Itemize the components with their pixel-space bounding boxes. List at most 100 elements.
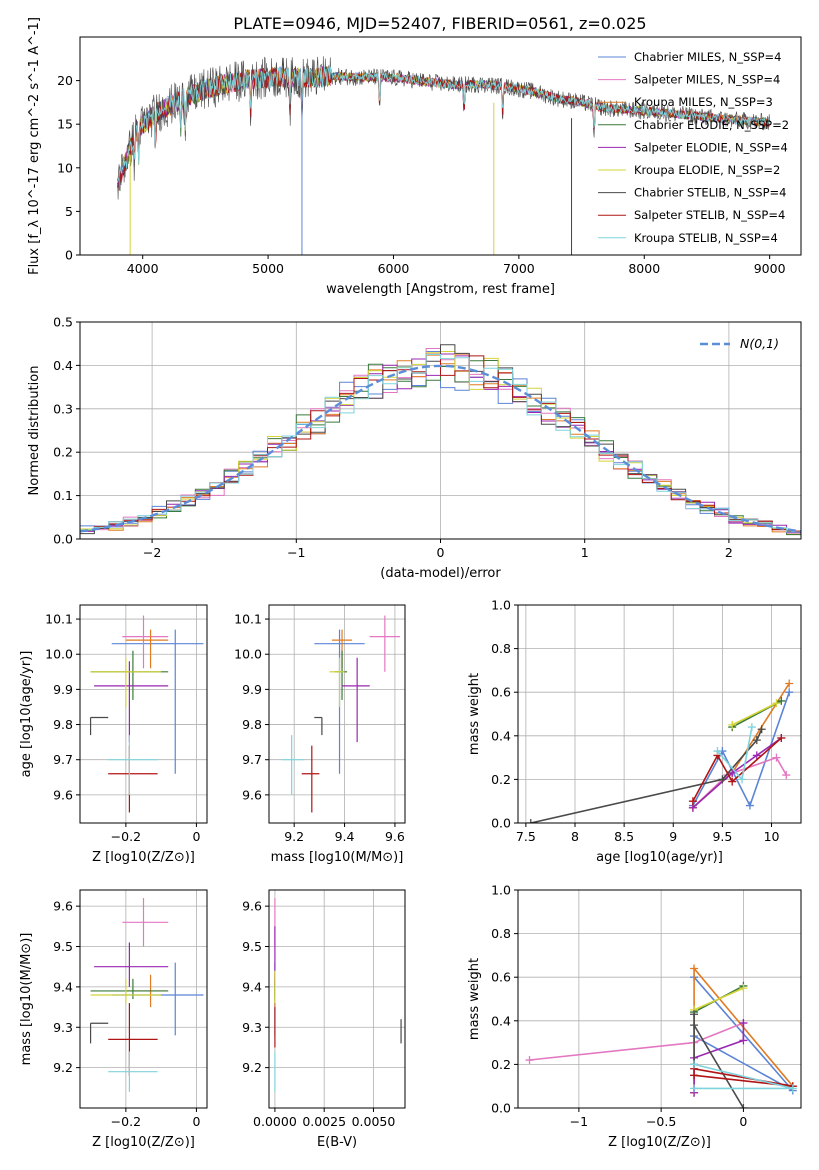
mass-weight-marker-chabrier-stelib [739,1104,748,1108]
x-tick-label: 0 [192,829,200,844]
y-tick-label: 0.8 [491,641,511,656]
y-tick-label: 10.0 [45,647,73,662]
x-tick-label: 9000 [754,261,786,276]
axes-frame [79,604,208,824]
x-axis-label: mass [log10(M/M⊙)] [271,850,404,865]
y-tick-label: 9.3 [242,1020,262,1035]
y-tick-label: 9.7 [242,752,262,767]
x-tick-label: 7000 [503,261,535,276]
x-tick-label: 2 [725,545,733,560]
y-axis-label: age [log10(age/yr)] [19,651,34,778]
y-tick-label: 9.6 [53,787,73,802]
mass-weight-marker-chabrier-elodie [777,696,786,705]
mass-weight-line-salpeter-stelib [692,737,782,802]
axes-frame [517,604,802,824]
grid [518,604,801,824]
y-tick-label: 9.6 [242,899,262,914]
x-tick-label: −2 [143,545,161,560]
x-tick-label: 1 [581,545,589,560]
mass-weight-marker-kroupa-elodie [772,699,781,708]
y-tick-label: 9.8 [53,717,73,732]
legend-label-chabrier-miles: Chabrier MILES, N_SSP=4 [634,50,781,64]
x-tick-label: 8.5 [614,829,634,844]
plot-area [80,344,801,536]
x-axis-label: (data-model)/error [380,566,501,581]
axes-frame [79,36,802,256]
plot-area [117,56,770,255]
axes-frame [268,604,406,824]
mass-weight-marker-kroupa-stelib [747,723,756,732]
x-tick-label: 8000 [628,261,660,276]
y-tick-label: 9.6 [53,899,73,914]
mass-weight-marker-salpeter-miles [782,771,791,780]
mass-weight-marker-kroupa-stelib [788,1084,797,1093]
y-tick-label: 0.2 [53,445,73,460]
y-tick-label: 0.2 [491,1057,511,1072]
y-tick-label: 9.6 [242,787,262,802]
mass-weight-line-salpeter-miles [692,756,787,809]
mass-weight-line-kroupa-elodie [731,702,777,726]
y-axis-label: Normed distribution [27,366,42,496]
legend-label-kroupa-elodie: Kroupa ELODIE, N_SSP=2 [634,163,780,177]
mass-weight-line-chabrier-stelib [530,728,763,823]
legend-label-salpeter-miles: Salpeter MILES, N_SSP=4 [634,73,780,87]
y-tick-label: 0.6 [491,970,511,985]
x-axis-label: E(B-V) [317,1135,357,1150]
y-tick-label: 10.1 [234,612,262,627]
mass-weight-marker-kroupa-stelib [713,747,722,756]
y-tick-label: 0.6 [491,685,511,700]
legend-label-salpeter-stelib: Salpeter STELIB, N_SSP=4 [634,208,785,222]
x-tick-label: −1 [570,1114,588,1129]
x-tick-label: 9.4 [335,829,355,844]
mass-weight-marker-chabrier-stelib [718,775,727,784]
y-tick-label: 0.0 [53,532,73,547]
y-tick-label: 9.5 [242,939,262,954]
legend: N(0,1) [700,336,779,351]
spectrum-kroupa-stelib [117,66,770,183]
x-tick-label: 0.0050 [352,1114,396,1129]
legend-label-salpeter-elodie: Salpeter ELODIE, N_SSP=4 [634,140,788,154]
mass-weight-marker-chabrier-stelib [757,725,766,734]
axes-frame [79,889,208,1109]
axes-frame [517,889,802,1109]
panel-mass-vs-Z: −0.2 0 9.2 9.3 9.4 9.5 9.6 Z [log10(Z/Z⊙)] mass … [19,889,208,1150]
plot-area [89,615,204,813]
mass-weight-marker-kroupa-miles [690,964,699,973]
mass-weight-marker-salpeter-miles [772,753,781,762]
x-axis-label: Z [log10(Z/Z⊙)] [92,1135,195,1150]
hist-chabrier-stelib [80,344,801,535]
grid [269,890,405,1108]
mass-weight-marker-salpeter-stelib [777,733,786,742]
x-tick-label: 9.6 [385,829,405,844]
mass-weight-marker-salpeter-elodie [739,1036,748,1045]
y-tick-label: 1.0 [491,598,511,613]
y-tick-label: 0.0 [491,1101,511,1116]
y-tick-label: 10 [57,160,73,175]
y-tick-label: 0.0 [491,816,511,831]
hist-kroupa-stelib [80,354,801,533]
x-tick-label: −0.2 [111,829,141,844]
x-tick-label: 0.0025 [302,1114,346,1129]
y-tick-label: 15 [57,117,73,132]
panel-residual-histogram: −2 −1 0 1 2 0.0 0.1 0.2 0.3 0.4 0.5 (data-model)/er… [27,315,802,581]
x-axis-label: wavelength [Angstrom, rest frame] [326,282,555,297]
mass-weight-marker-salpeter-elodie [752,751,761,760]
x-tick-label: 5000 [252,261,284,276]
mass-weight-marker-salpeter-stelib [688,797,697,806]
x-tick-label: 7.5 [516,829,536,844]
mass-weight-marker-kroupa-miles [785,679,794,688]
x-tick-label: 0 [192,1114,200,1129]
y-tick-label: 9.3 [53,1020,73,1035]
y-tick-label: 10.0 [234,647,262,662]
mass-weight-marker-salpeter-stelib [728,777,737,786]
panel-mass-weight-vs-Z: −1 −0.5 0 0.0 0.2 0.4 0.6 0.8 1.0 Z [log10(Z/Z⊙)]… [467,883,802,1150]
mass-weight-marker-kroupa-stelib [690,1060,699,1069]
y-tick-label: 0.4 [53,358,73,373]
mass-weight-marker-chabrier-stelib [690,1021,699,1030]
mass-weight-line-kroupa-elodie [693,987,744,1011]
y-tick-label: 9.9 [53,682,73,697]
panel-mass-weight-vs-age: 7.5 8 8.5 9 9.5 10 0.0 0.2 0.4 0.6 0.8 1.0 age [log1… [467,598,802,865]
x-tick-label: 0.0000 [253,1114,297,1129]
y-tick-label: 5 [65,204,73,219]
panel-age-vs-mass: 9.2 9.4 9.6 9.6 9.7 9.8 9.9 10.0 10.1 mass [log10… [234,604,406,865]
